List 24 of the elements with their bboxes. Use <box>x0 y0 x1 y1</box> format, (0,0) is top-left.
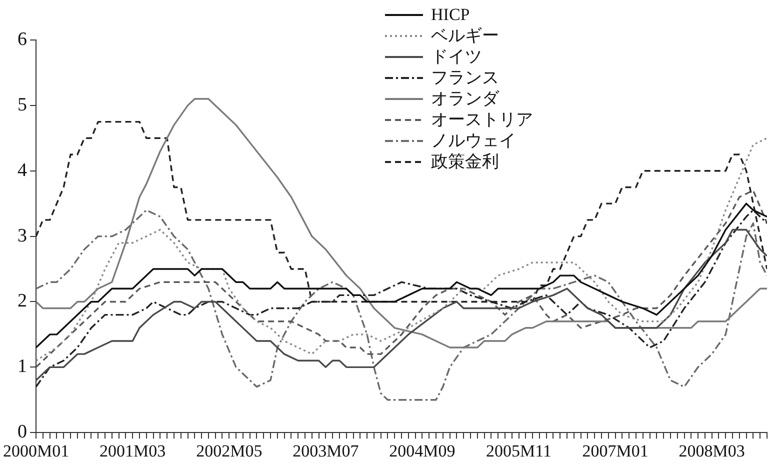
legend-label: HICP <box>431 4 470 25</box>
x-tick-label: 2002M05 <box>196 441 262 460</box>
y-tick-label: 4 <box>18 160 28 181</box>
x-tick-label: 2004M09 <box>389 441 456 460</box>
x-tick-label: 2007M01 <box>582 441 648 460</box>
line-series <box>36 190 767 368</box>
y-tick-label: 5 <box>18 94 28 116</box>
legend-label: ドイツ <box>431 46 482 67</box>
legend-label: ベルギー <box>431 25 499 46</box>
y-tick-label: 3 <box>18 225 28 246</box>
x-tick-label: 2005M11 <box>486 441 552 460</box>
legend-label: オーストリア <box>431 109 533 130</box>
y-tick-label: 0 <box>18 422 28 443</box>
x-tick-label: 2008M03 <box>678 441 745 460</box>
legend-label: オランダ <box>431 88 499 109</box>
x-tick-label: 2003M07 <box>292 441 360 460</box>
x-tick-label: 2000M01 <box>2 441 70 460</box>
y-tick-label: 1 <box>18 356 28 378</box>
x-tick-label: 2001M03 <box>100 441 166 460</box>
legend-label: 政策金利 <box>431 151 499 172</box>
y-tick-label: 2 <box>18 290 28 312</box>
legend-label: ノルウェイ <box>431 130 516 151</box>
y-tick-label: 6 <box>18 28 28 50</box>
legend-label: フランス <box>431 67 499 88</box>
